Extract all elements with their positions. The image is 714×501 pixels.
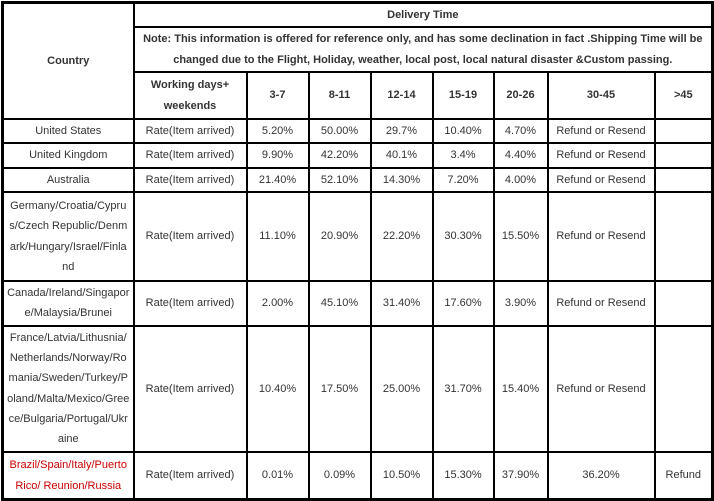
rate-label-cell: Rate(Item arrived)	[132, 324, 248, 453]
refund-policy-cell: Refund or Resend	[546, 280, 656, 327]
rate-value-cell: 25.00%	[369, 324, 434, 453]
country-cell: Brazil/Spain/Italy/Puerto Rico/ Reunion/…	[1, 450, 135, 501]
rate-label-cell: Rate(Item arrived)	[132, 166, 248, 194]
refund-policy-cell: Refund or Resend	[546, 142, 656, 169]
rate-value-cell: 11.10%	[245, 191, 310, 283]
gt45-cell	[653, 118, 714, 145]
gt45-cell	[653, 324, 714, 453]
range-header-12-14: 12-14	[369, 71, 434, 121]
country-cell: Australia	[1, 166, 135, 194]
note-cell: Note: This information is offered for re…	[132, 26, 714, 74]
table-row: Brazil/Spain/Italy/Puerto Rico/ Reunion/…	[1, 450, 714, 501]
range-header-8-11: 8-11	[307, 71, 372, 121]
rate-value-cell: 4.00%	[492, 166, 549, 194]
refund-policy-cell: 36.20%	[546, 450, 656, 501]
rate-value-cell: 21.40%	[245, 166, 310, 194]
rate-value-cell: 31.40%	[369, 280, 434, 327]
rate-value-cell: 5.20%	[245, 118, 310, 145]
table-row: France/Latvia/Lithusnia/Netherlands/Norw…	[1, 324, 714, 453]
note-line-2: changed due to the Flight, Holiday, weat…	[173, 53, 673, 66]
rate-value-cell: 10.40%	[245, 324, 310, 453]
rate-value-cell: 29.7%	[369, 118, 434, 145]
rate-value-cell: 3.4%	[431, 142, 495, 169]
rate-value-cell: 22.20%	[369, 191, 434, 283]
rate-value-cell: 31.70%	[431, 324, 495, 453]
rate-label-cell: Rate(Item arrived)	[132, 450, 248, 501]
country-column-header: Country	[1, 1, 135, 121]
country-cell: Canada/Ireland/Singapore/Malaysia/Brunei	[1, 280, 135, 327]
rate-value-cell: 14.30%	[369, 166, 434, 194]
range-header-15-19: 15-19	[431, 71, 495, 121]
rate-value-cell: 17.50%	[307, 324, 372, 453]
rate-value-cell: 52.10%	[307, 166, 372, 194]
rate-value-cell: 37.90%	[492, 450, 549, 501]
gt45-cell: Refund	[653, 450, 714, 501]
rate-value-cell: 15.40%	[492, 324, 549, 453]
gt45-cell	[653, 142, 714, 169]
working-days-header: Working days+ weekends	[132, 71, 248, 121]
rate-value-cell: 4.70%	[492, 118, 549, 145]
column-headers-row: Working days+ weekends 3-7 8-11 12-14 15…	[3, 71, 714, 121]
gt45-cell	[653, 191, 714, 283]
rate-value-cell: 15.50%	[492, 191, 549, 283]
rate-value-cell: 7.20%	[431, 166, 495, 194]
refund-policy-cell: Refund or Resend	[546, 166, 656, 194]
table-row: Australia Rate(Item arrived) 21.40% 52.1…	[1, 166, 714, 194]
refund-policy-cell: Refund or Resend	[546, 118, 656, 145]
rate-value-cell: 40.1%	[369, 142, 434, 169]
range-header-20-26: 20-26	[492, 71, 549, 121]
refund-policy-cell: Refund or Resend	[546, 324, 656, 453]
rate-value-cell: 10.40%	[431, 118, 495, 145]
rate-value-cell: 15.30%	[431, 450, 495, 501]
rate-value-cell: 0.09%	[307, 450, 372, 501]
rate-value-cell: 20.90%	[307, 191, 372, 283]
country-cell: United States	[1, 118, 135, 145]
table-row: United States Rate(Item arrived) 5.20% 5…	[1, 118, 714, 145]
range-header-gt45: >45	[653, 71, 714, 121]
gt45-cell	[653, 166, 714, 194]
rate-value-cell: 30.30%	[431, 191, 495, 283]
note-row: Note: This information is offered for re…	[3, 26, 714, 74]
rate-value-cell: 3.90%	[492, 280, 549, 327]
country-cell: United Kingdom	[1, 142, 135, 169]
country-cell: Germany/Croatia/Cyprus/Czech Republic/De…	[1, 191, 135, 283]
range-header-3-7: 3-7	[245, 71, 310, 121]
rate-value-cell: 0.01%	[245, 450, 310, 501]
rate-value-cell: 10.50%	[369, 450, 434, 501]
rate-label-cell: Rate(Item arrived)	[132, 191, 248, 283]
table-header-row: Country Delivery Time	[1, 1, 714, 121]
rate-value-cell: 42.20%	[307, 142, 372, 169]
rate-value-cell: 50.00%	[307, 118, 372, 145]
rate-value-cell: 9.90%	[245, 142, 310, 169]
rate-label-cell: Rate(Item arrived)	[132, 280, 248, 327]
rate-value-cell: 45.10%	[307, 280, 372, 327]
table-row: Germany/Croatia/Cyprus/Czech Republic/De…	[1, 191, 714, 283]
rate-value-cell: 2.00%	[245, 280, 310, 327]
range-header-30-45: 30-45	[546, 71, 656, 121]
rate-value-cell: 17.60%	[431, 280, 495, 327]
gt45-cell	[653, 280, 714, 327]
rate-label-cell: Rate(Item arrived)	[132, 118, 248, 145]
refund-policy-cell: Refund or Resend	[546, 191, 656, 283]
rate-label-cell: Rate(Item arrived)	[132, 142, 248, 169]
note-line-1: Note: This information is offered for re…	[143, 33, 703, 46]
table-row: United Kingdom Rate(Item arrived) 9.90% …	[1, 142, 714, 169]
country-cell: France/Latvia/Lithusnia/Netherlands/Norw…	[1, 324, 135, 453]
rate-value-cell: 4.40%	[492, 142, 549, 169]
delivery-time-header: Delivery Time	[132, 1, 714, 29]
table-row: Canada/Ireland/Singapore/Malaysia/Brunei…	[1, 280, 714, 327]
